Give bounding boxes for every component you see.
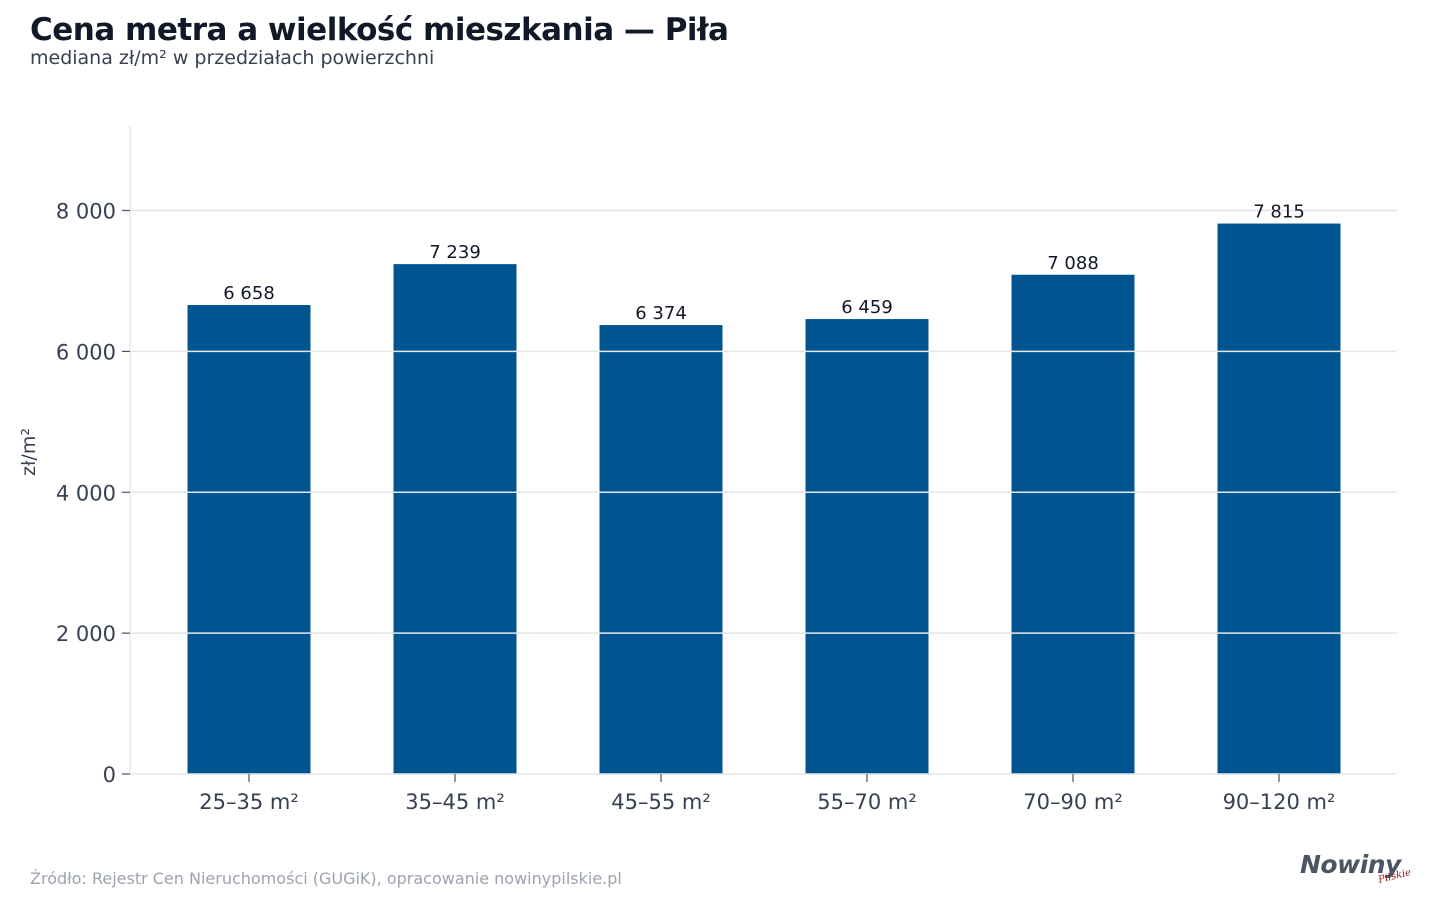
x-tick-label: 55–70 m²: [817, 790, 917, 814]
logo-text: Nowiny: [1300, 850, 1401, 879]
bar-chart: 0 2 000 4 000 6 000 8 000 25–35 m² 35–45 m² 45…: [18, 126, 1397, 814]
x-tick-label: 90–120 m²: [1223, 790, 1336, 814]
y-tick-label: 4 000: [56, 481, 116, 505]
x-tick-label: 35–45 m²: [405, 790, 505, 814]
y-tick-label: 0: [103, 763, 116, 787]
data-label: 7 088: [1047, 253, 1099, 274]
chart-subtitle: mediana zł/m² w przedziałach powierzchni: [30, 47, 435, 69]
y-axis-ticks: 0 2 000 4 000 6 000 8 000: [56, 200, 130, 787]
bar: [1217, 223, 1341, 774]
grid-lines: [130, 209, 1397, 634]
data-label: 6 459: [841, 297, 893, 318]
data-label: 6 658: [223, 283, 275, 304]
data-labels: 6 658 7 239 6 374 6 459 7 088 7 815: [223, 202, 1305, 324]
source-note: Źródło: Rejestr Cen Nieruchomości (GUGiK…: [30, 869, 622, 888]
bar: [599, 325, 723, 774]
bar: [805, 319, 929, 774]
bar: [393, 264, 517, 774]
bar: [187, 305, 311, 774]
grid-overlay: [130, 209, 1397, 634]
y-tick-label: 6 000: [56, 340, 116, 364]
y-tick-label: 8 000: [56, 200, 116, 224]
bars: [187, 223, 1341, 774]
y-axis-label: zł/m²: [18, 428, 40, 476]
bar: [1011, 274, 1135, 774]
x-tick-label: 70–90 m²: [1023, 790, 1123, 814]
chart-title: Cena metra a wielkość mieszkania — Piła: [30, 12, 729, 48]
x-tick-label: 25–35 m²: [199, 790, 299, 814]
nowiny-logo: Nowiny Pilskie: [1300, 846, 1415, 888]
x-tick-label: 45–55 m²: [611, 790, 711, 814]
y-tick-label: 2 000: [56, 622, 116, 646]
data-label: 7 239: [429, 242, 481, 263]
data-label: 6 374: [635, 303, 687, 324]
data-label: 7 815: [1253, 202, 1305, 223]
x-axis-ticks: 25–35 m² 35–45 m² 45–55 m² 55–70 m² 70–90 m²…: [199, 774, 1335, 814]
